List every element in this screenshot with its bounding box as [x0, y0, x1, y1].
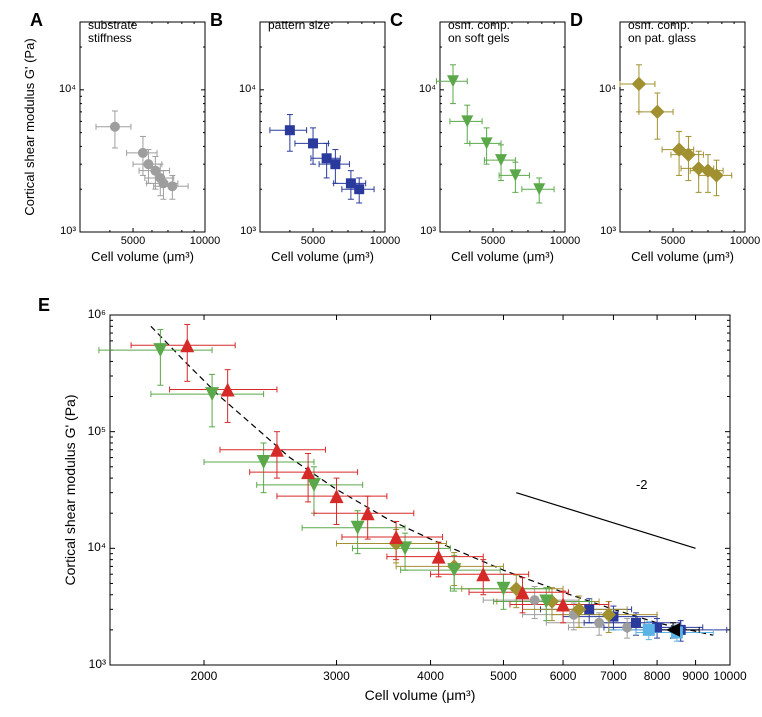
slope-label: -2 — [636, 477, 648, 492]
panel-letter-E: E — [38, 295, 50, 316]
ytick: 10⁴ — [230, 83, 256, 95]
xtick-E: 3000 — [315, 669, 359, 683]
figure-root: Asubstratestiffness50001000010³10⁴Cell v… — [0, 0, 762, 717]
ytick: 10³ — [230, 225, 256, 237]
xtick-E: 8000 — [635, 669, 679, 683]
panel-D: Dosm. comp.on pat. glass50001000010³10⁴C… — [570, 10, 755, 280]
panel-letter-D: D — [570, 10, 583, 31]
ylabel-E: Cortical shear modulus G' (Pa) — [62, 315, 78, 665]
ytick: 10⁴ — [410, 83, 436, 95]
plot-A — [80, 22, 205, 232]
ytick-E: 10³ — [76, 657, 106, 671]
xlabel: Cell volume (μm³) — [620, 249, 745, 264]
xtick-E: 10000 — [708, 669, 752, 683]
xlabel-E: Cell volume (μm³) — [110, 687, 730, 703]
ytick: 10³ — [50, 225, 76, 237]
xtick-E: 5000 — [481, 669, 525, 683]
xtick: 5000 — [473, 235, 513, 247]
panel-letter-B: B — [210, 10, 223, 31]
xtick-E: 4000 — [409, 669, 453, 683]
xtick: 5000 — [293, 235, 333, 247]
xtick: 5000 — [653, 235, 693, 247]
plot-B — [260, 22, 385, 232]
panel-A: Asubstratestiffness50001000010³10⁴Cell v… — [30, 10, 215, 280]
plot-C — [440, 22, 565, 232]
panel-letter-C: C — [390, 10, 403, 31]
xtick-E: 6000 — [541, 669, 585, 683]
xtick-E: 7000 — [591, 669, 635, 683]
xtick-E: 2000 — [182, 669, 226, 683]
panel-B: Bpattern size50001000010³10⁴Cell volume … — [210, 10, 395, 280]
ytick-E: 10⁴ — [76, 540, 106, 554]
ytick: 10⁴ — [590, 83, 616, 95]
ytick-E: 10⁵ — [76, 424, 106, 438]
ytick: 10⁴ — [50, 83, 76, 95]
xlabel: Cell volume (μm³) — [80, 249, 205, 264]
xtick: 5000 — [113, 235, 153, 247]
panel-C: Cosm. comp.on soft gels50001000010³10⁴Ce… — [390, 10, 575, 280]
ylabel-top: Cortical shear modulus G' (Pa) — [22, 22, 37, 232]
ytick: 10³ — [590, 225, 616, 237]
plot-D — [620, 22, 745, 232]
xlabel: Cell volume (μm³) — [260, 249, 385, 264]
xlabel: Cell volume (μm³) — [440, 249, 565, 264]
xtick: 10000 — [725, 235, 762, 247]
ytick: 10³ — [410, 225, 436, 237]
ytick-E: 10⁶ — [76, 307, 106, 321]
